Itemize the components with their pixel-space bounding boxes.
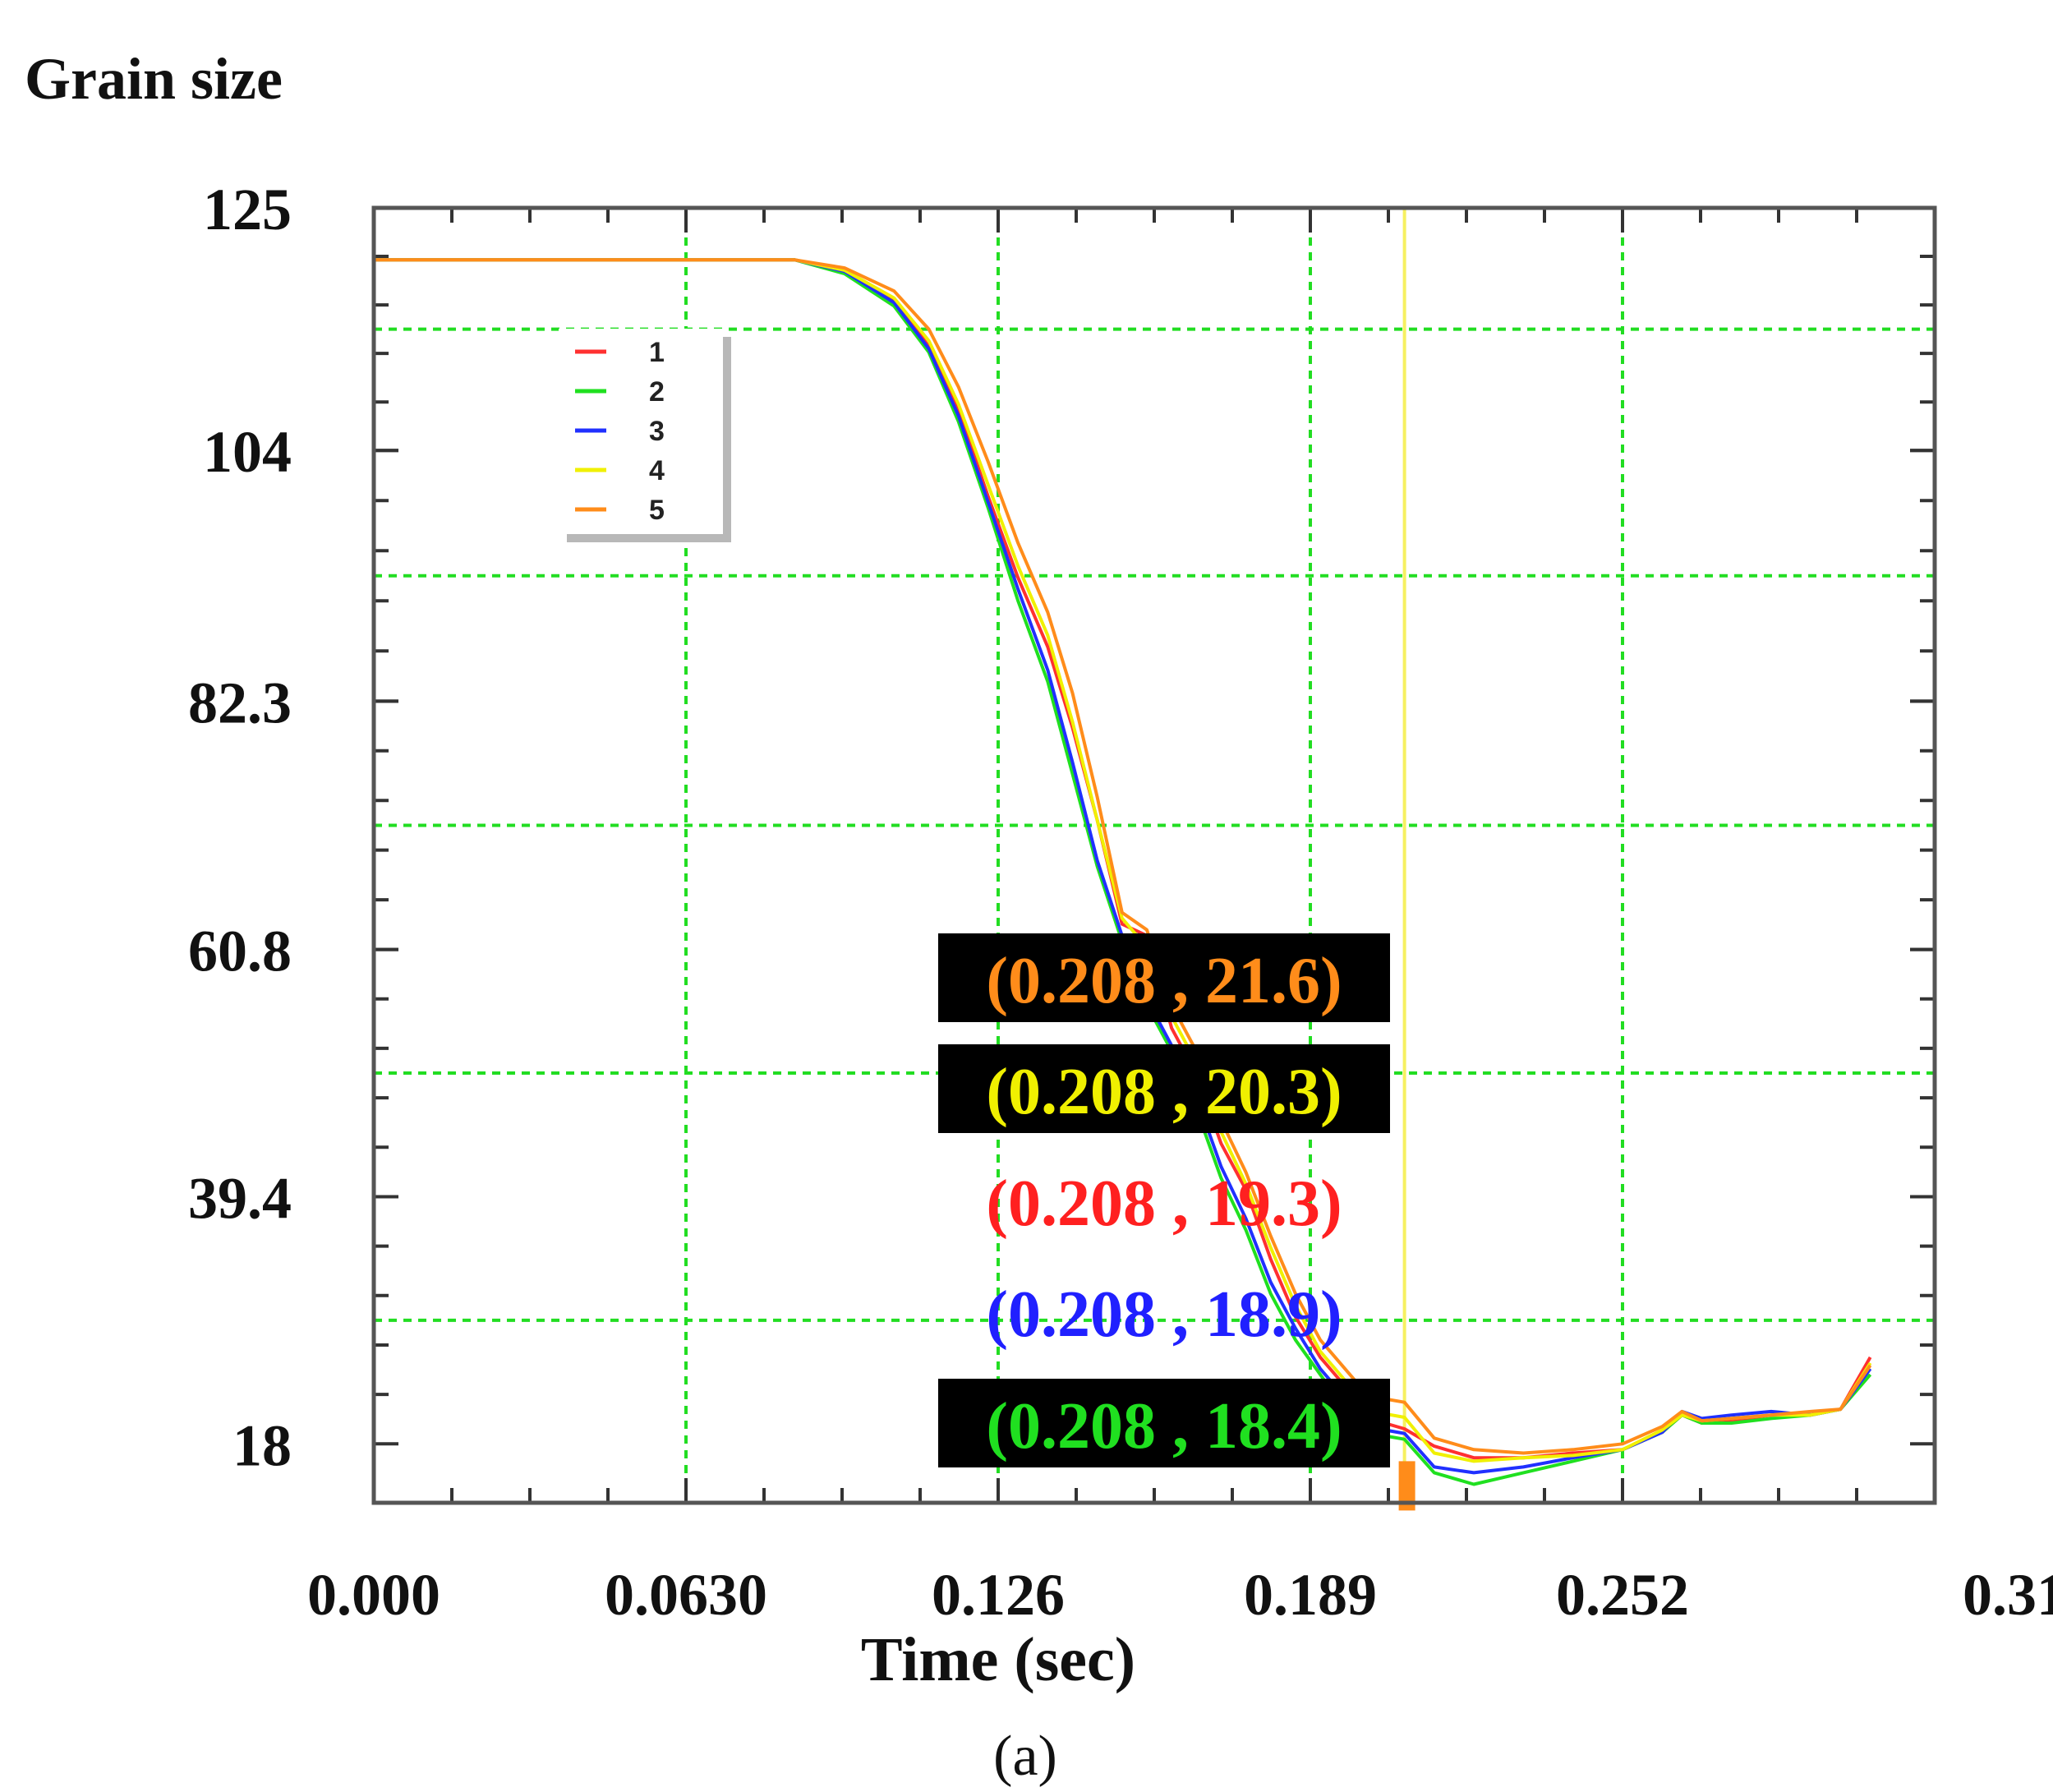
y-tick-label: 39.4: [188, 1165, 292, 1231]
x-tick-labels: 0.000 0.0630 0.126 0.189 0.252 0.315: [307, 1562, 2053, 1628]
x-tick-label: 0.000: [307, 1562, 440, 1628]
annotation-box: [938, 1044, 1390, 1133]
annotation-box: [938, 933, 1390, 1022]
y-tick-label: 60.8: [188, 919, 292, 984]
x-tick-label: 0.189: [1244, 1562, 1377, 1628]
x-tick-label: 0.126: [932, 1562, 1065, 1628]
x-tick-label: 0.252: [1556, 1562, 1689, 1628]
ticks-layer: [372, 206, 1936, 1503]
legend-label-1: 1: [649, 337, 665, 368]
annotation-label: (0.208 , 20.3): [986, 1056, 1342, 1128]
annotation-label: (0.208 , 18.9): [986, 1278, 1342, 1351]
cursor-layer: [1398, 208, 1415, 1511]
y-tick-labels: 125 104 82.3 60.8 39.4 18: [188, 177, 292, 1478]
y-tick-label: 18: [232, 1412, 292, 1478]
plot-frame: [371, 205, 1937, 1505]
annotation-layer: (0.208 , 21.6) (0.208 , 20.3) (0.208 , 19.…: [938, 933, 1390, 1467]
y-tick-label: 104: [203, 419, 292, 485]
annotation-label: (0.208 , 18.4): [986, 1390, 1342, 1463]
legend: 1 2 3 4 5: [559, 329, 731, 542]
series-line-5: [374, 258, 1872, 1455]
annotation-label: (0.208 , 21.6): [986, 945, 1342, 1017]
legend-label-2: 2: [649, 376, 665, 408]
figure-caption: (a): [993, 1725, 1057, 1788]
x-axis-label: Time (sec): [861, 1625, 1135, 1694]
y-tick-label: 125: [203, 177, 292, 242]
x-tick-label: 0.315: [1963, 1562, 2053, 1628]
series-line-4: [374, 258, 1872, 1463]
annotation-label: (0.208 , 19.3): [986, 1168, 1342, 1240]
series-layer: [374, 258, 1872, 1486]
legend-label-4: 4: [649, 455, 665, 486]
legend-label-5: 5: [649, 495, 665, 526]
legend-label-3: 3: [649, 416, 665, 447]
x-tick-label: 0.0630: [605, 1562, 767, 1628]
cursor-marker: [1398, 1461, 1415, 1511]
y-axis-title: Grain size: [25, 46, 283, 112]
annotation-box: [938, 1379, 1390, 1467]
y-tick-label: 82.3: [188, 670, 292, 735]
